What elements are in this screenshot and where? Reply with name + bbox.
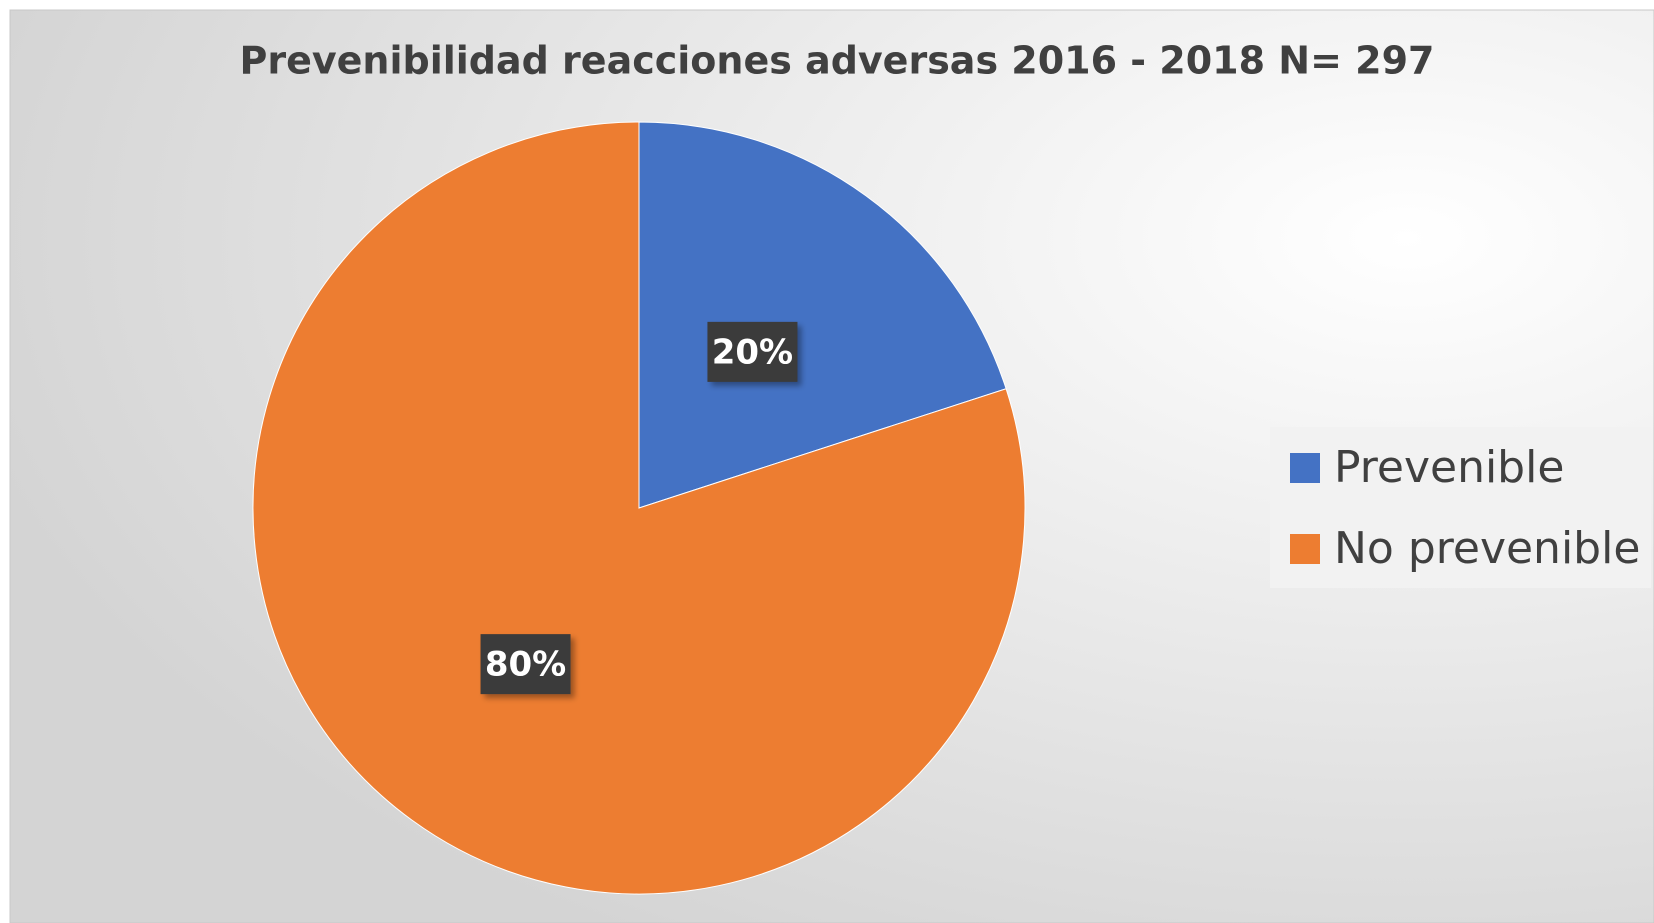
- pie-slice: [252, 121, 1026, 895]
- data-label: 20%: [712, 332, 793, 372]
- pie-slice: [638, 121, 1007, 509]
- legend-box: [1270, 427, 1651, 588]
- legend-label: No prevenible: [1334, 523, 1640, 574]
- legend-swatch: [1290, 453, 1320, 483]
- data-label: 80%: [485, 645, 566, 685]
- legend-swatch: [1290, 534, 1320, 564]
- data-label-box: [480, 634, 571, 695]
- legend: Prevenible No prevenible: [1270, 427, 1651, 588]
- legend-label: Prevenible: [1334, 442, 1564, 493]
- data-label-box: [707, 321, 798, 382]
- chart-title: Prevenibilidad reacciones adversas 2016 …: [240, 39, 1435, 83]
